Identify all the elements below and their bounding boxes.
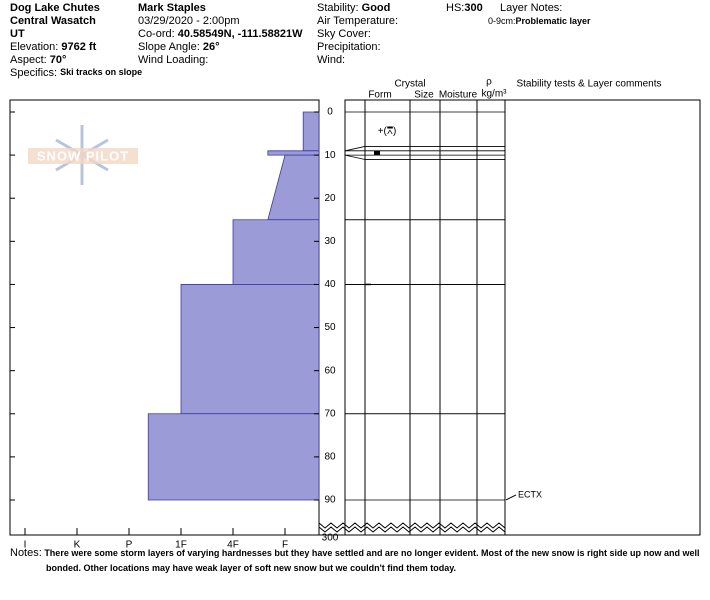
strat-frame (344, 99, 701, 536)
logo-band (28, 148, 138, 164)
hardness-tick-label: F (282, 540, 288, 551)
notes-label: Notes: (10, 547, 42, 559)
col-density-unit: kg/m³ (482, 89, 508, 100)
col-density: ρ (486, 77, 492, 88)
hardness-layer (267, 154, 320, 221)
value: 300 (464, 2, 482, 14)
air-temp: Air Temperature: (317, 15, 398, 27)
test-label: ECTX (518, 489, 542, 499)
value: 9762 ft (61, 41, 96, 53)
value: Good (362, 2, 391, 14)
location-state: UT (10, 28, 25, 40)
col-form: Form (368, 90, 391, 101)
hardness-layer (180, 284, 320, 415)
value: 70° (50, 54, 67, 66)
wind: Wind: (317, 54, 345, 66)
location-name: Dog Lake Chutes (10, 2, 100, 14)
label: Co-ord: (138, 28, 175, 40)
test-arrow (505, 494, 517, 501)
notes: Notes: There were some storm layers of v… (10, 546, 710, 576)
col-size: Size (414, 90, 434, 101)
value: 40.58549N, -111.58821W (178, 28, 303, 40)
depth-tick-label: 60 (324, 365, 336, 376)
col-crystal: Crystal (394, 79, 425, 90)
stability: Stability: Good (317, 2, 390, 14)
depth-break-label: 300 (322, 533, 339, 544)
column-lines (364, 100, 506, 535)
coord: Co-ord: 40.58549N, -111.58821W (138, 28, 303, 40)
datetime: 03/29/2020 - 2:00pm (138, 15, 240, 27)
label: Stability: (317, 2, 359, 14)
precipitation: Precipitation: (317, 41, 381, 53)
label: Elevation: (10, 41, 58, 53)
layer-notes-title: Layer Notes: (500, 2, 562, 14)
depth-tick-label: 90 (324, 495, 336, 506)
specifics: Specifics: Ski tracks on slope (10, 67, 142, 79)
col-moisture: Moisture (439, 90, 478, 101)
label: Aspect: (10, 54, 47, 66)
hardness-tick-label: P (126, 540, 133, 551)
depth-tick-label: 50 (324, 322, 336, 333)
layer-boundary (344, 154, 505, 160)
observer: Mark Staples (138, 2, 206, 14)
hardness-layer (147, 413, 320, 501)
label: Slope Angle: (138, 41, 200, 53)
sky-cover: Sky Cover: (317, 28, 371, 40)
notes-text: There were some storm layers of varying … (44, 548, 700, 573)
hardness-tick-label: I (24, 540, 27, 551)
depth-tick-label: 80 (324, 452, 336, 463)
text: Problematic layer (516, 16, 592, 26)
hardness-tick-label: 1F (175, 540, 187, 551)
layer-note: 0-9cm:Problematic layer (488, 16, 591, 26)
location-range: Central Wasatch (10, 15, 96, 27)
depth-tick-label: 40 (324, 279, 336, 290)
depth-tick-label: 70 (324, 408, 336, 419)
hardness-tick-label: 4F (227, 540, 239, 551)
hardness-layer (267, 150, 320, 156)
depth-tick-label: 0 (327, 107, 333, 118)
slope: Slope Angle: 26° (138, 41, 219, 53)
hardness-tick-label: K (74, 540, 81, 551)
logo-text: SNOW PILOT (37, 148, 129, 163)
aspect: Aspect: 70° (10, 54, 66, 66)
break (318, 522, 506, 529)
crystal-symbol (374, 150, 380, 155)
range: 0-9cm: (488, 16, 516, 26)
hardness-layer (232, 219, 320, 285)
depth-tick-label: 20 (324, 193, 336, 204)
value: 26° (203, 41, 220, 53)
crystal-form: +(⩞) (378, 126, 397, 137)
break (318, 526, 506, 533)
wind-loading: Wind Loading: (138, 54, 208, 66)
depth-tick-label: 30 (324, 236, 336, 247)
hardness-layer (302, 111, 320, 152)
hs: HS:300 (446, 2, 483, 14)
elevation: Elevation: 9762 ft (10, 41, 97, 53)
label: HS: (446, 2, 464, 14)
depth-tick-label: 10 (324, 150, 336, 161)
label: Specifics: (10, 67, 57, 79)
value: Ski tracks on slope (60, 67, 142, 77)
layer-boundary (344, 146, 505, 152)
col-comments: Stability tests & Layer comments (516, 79, 661, 90)
